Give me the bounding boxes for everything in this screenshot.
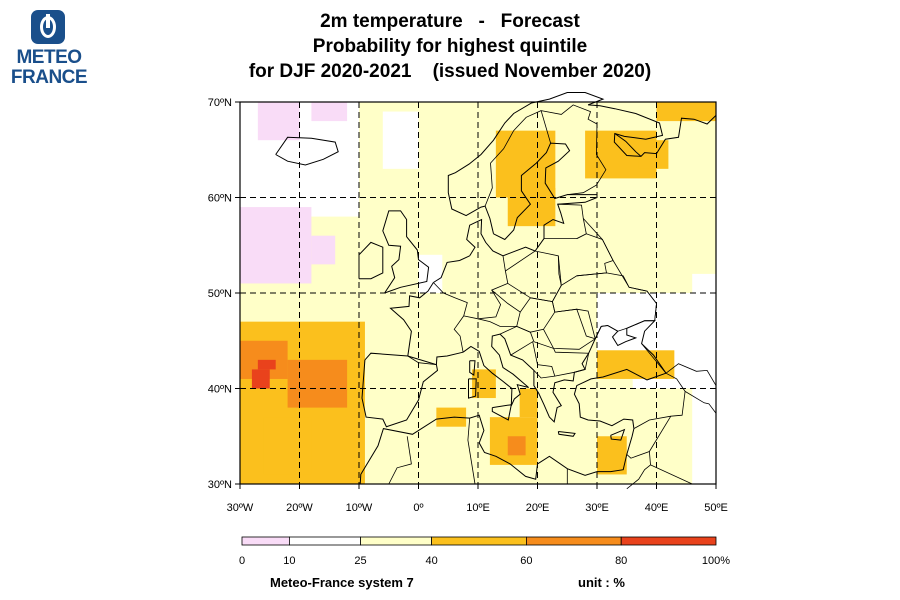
logo-wordmark: METEO FRANCE bbox=[8, 48, 90, 88]
colorbar-bin-2 bbox=[360, 536, 432, 546]
lon-label: 10ºE bbox=[466, 502, 490, 514]
lon-label: 0º bbox=[413, 502, 423, 514]
field-patch-yellow-barents bbox=[656, 102, 716, 122]
coastline-france-south bbox=[435, 351, 464, 365]
field-patch-white-caspian bbox=[692, 273, 716, 484]
border-algeria-tunisia bbox=[467, 418, 476, 485]
coastline-low-countries bbox=[433, 255, 470, 283]
colorbar-bin-3 bbox=[431, 536, 527, 546]
coastline-italy bbox=[462, 333, 529, 406]
meteo-france-emblem-icon bbox=[31, 10, 65, 44]
border-caucasus bbox=[641, 343, 717, 386]
field-patch-pink-n-atlantic-2 bbox=[311, 102, 348, 122]
coastline-turkey bbox=[573, 368, 667, 429]
coastline-baltic-south bbox=[466, 197, 598, 257]
longitude-labels: 30ºW 20ºW 10ºW 0º 10ºE 20ºE 30ºE 40ºE 50ºE bbox=[227, 502, 728, 514]
border-france-germany bbox=[433, 282, 468, 353]
chart-title: 2m temperature - Forecast Probability fo… bbox=[190, 9, 710, 84]
colorbar-label: 100% bbox=[702, 555, 730, 567]
lat-label: 60ºN bbox=[208, 193, 232, 205]
field-patch-pink-n-atlantic-1 bbox=[257, 102, 300, 141]
lon-label: 20ºE bbox=[526, 502, 550, 514]
logo-line-1: METEO bbox=[16, 47, 82, 68]
border-germany-east bbox=[463, 255, 509, 320]
colorbar-labels: 0 10 25 40 60 80 100% bbox=[239, 555, 730, 567]
model-name: Meteo-France system 7 bbox=[270, 575, 414, 590]
border-turkey-east bbox=[633, 372, 686, 429]
colorbar-label: 0 bbox=[239, 555, 245, 567]
lat-label: 50ºN bbox=[208, 288, 232, 300]
coastline-great-britain bbox=[382, 210, 430, 294]
border-norway-sweden bbox=[484, 110, 542, 207]
colorbar bbox=[241, 536, 717, 546]
colorbar-label: 60 bbox=[520, 555, 532, 567]
coastline-cyprus bbox=[610, 428, 626, 441]
lat-label: 30ºN bbox=[208, 479, 232, 491]
field-patch-orange-atlantic-2 bbox=[287, 359, 348, 408]
lon-label: 50ºE bbox=[704, 502, 728, 514]
field-patch-yellow-baltic bbox=[507, 187, 556, 227]
colorbar-bin-5 bbox=[620, 536, 717, 546]
coastline-iceland bbox=[275, 136, 339, 166]
title-line-2: Probability for highest quintile bbox=[312, 36, 588, 57]
border-baltics bbox=[544, 203, 587, 240]
border-balkans bbox=[499, 325, 590, 379]
field-patch-red-atlantic-spot bbox=[251, 369, 270, 389]
border-north-africa bbox=[388, 436, 412, 485]
field-patch-orange-libya bbox=[507, 436, 526, 456]
axis-ticks bbox=[235, 101, 717, 489]
title-line-3: for DJF 2020-2021 (issued November 2020) bbox=[248, 61, 652, 82]
meteo-france-logo: METEO FRANCE bbox=[8, 8, 90, 92]
field-patch-yellow-ionian bbox=[519, 388, 538, 418]
field-patch-pink-mid-atlantic-2 bbox=[311, 235, 336, 265]
coastline-levant-egypt bbox=[359, 414, 635, 485]
logo-line-2: FRANCE bbox=[10, 67, 88, 88]
coastline-white-sea-south bbox=[614, 133, 642, 157]
border-belarus bbox=[557, 233, 614, 287]
colorbar-bin-4 bbox=[526, 536, 622, 546]
border-finland bbox=[540, 104, 607, 195]
field-patch-yellow-russia bbox=[638, 140, 669, 169]
colorbar-label: 10 bbox=[283, 555, 295, 567]
lon-label: 10ºW bbox=[346, 502, 373, 514]
lon-label: 30ºW bbox=[227, 502, 254, 514]
title-line-1: 2m temperature - Forecast bbox=[320, 11, 580, 32]
coastlines-and-borders bbox=[275, 92, 717, 490]
colorbar-label: 40 bbox=[425, 555, 437, 567]
colorbar-label: 25 bbox=[354, 555, 366, 567]
field-patch-pink-mid-atlantic bbox=[240, 207, 312, 284]
field-patch-yellow-sweden bbox=[495, 130, 556, 198]
lat-lon-gridlines bbox=[240, 102, 716, 484]
field-patch-yellow-atlantic-sw bbox=[263, 417, 312, 475]
coastline-scandinavia bbox=[447, 92, 717, 234]
coastline-corsica bbox=[469, 360, 476, 376]
lat-label: 70ºN bbox=[208, 97, 232, 109]
coastline-sardinia bbox=[468, 378, 477, 399]
border-iran bbox=[684, 391, 717, 414]
coastline-bothnia bbox=[493, 142, 597, 241]
lon-label: 20ºW bbox=[286, 502, 313, 514]
field-patch-red-atlantic-spot-2 bbox=[257, 359, 276, 370]
unit-label: unit : % bbox=[578, 575, 625, 590]
lon-label: 30ºE bbox=[585, 502, 609, 514]
border-middle-east bbox=[626, 415, 672, 459]
lon-label: 40ºE bbox=[645, 502, 669, 514]
field-patch-white-norwegian-sea bbox=[382, 111, 419, 169]
colorbar-bin-0 bbox=[241, 536, 290, 546]
lat-label: 40ºN bbox=[208, 384, 232, 396]
latitude-labels: 70ºN 60ºN 50ºN 40ºN 30ºN bbox=[208, 97, 232, 491]
coastline-sicily bbox=[491, 404, 512, 421]
colorbar-label: 80 bbox=[615, 555, 627, 567]
field-patch-yellow-levant bbox=[597, 436, 627, 475]
coastline-crete bbox=[557, 431, 576, 437]
colorbar-bin-1 bbox=[288, 536, 361, 546]
